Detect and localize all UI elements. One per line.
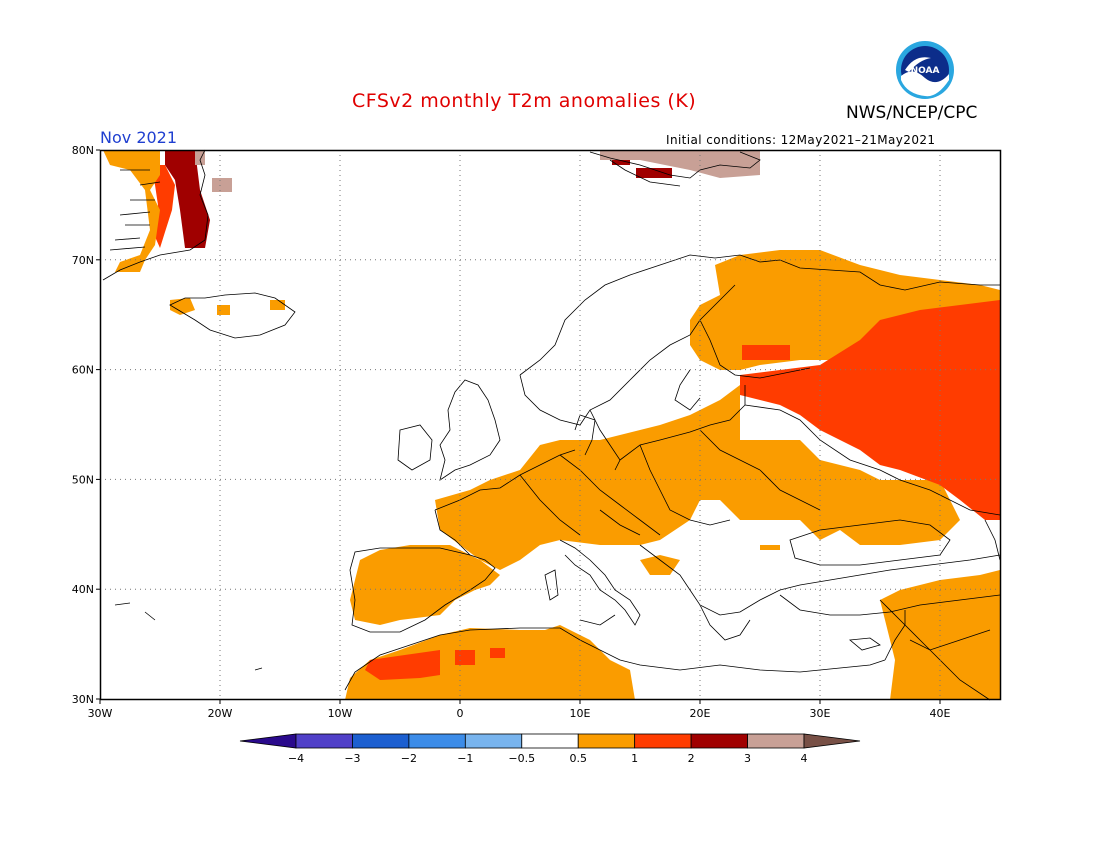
x-tick-label: 20E — [690, 707, 711, 720]
x-tick-label: 10E — [570, 707, 591, 720]
colorbar-label: −2 — [401, 752, 417, 765]
colorbar-swatch — [464, 733, 523, 749]
map-grid — [100, 150, 1000, 699]
y-tick-label: 30N — [72, 693, 94, 706]
anomaly-darkred — [165, 150, 672, 248]
y-tick-label: 50N — [72, 473, 94, 486]
noaa-logo-icon: NOAA — [896, 41, 954, 99]
colorbar-label: 2 — [688, 752, 695, 765]
anomaly-layer — [103, 150, 1000, 700]
colorbar-arrow-high — [803, 733, 861, 749]
colorbar-swatch — [747, 733, 805, 749]
initial-conditions: Initial conditions: 12May2021–21May2021 — [666, 133, 936, 147]
forecast-period: Nov 2021 — [100, 128, 178, 147]
colorbar-swatch — [577, 733, 636, 749]
anomaly-rosy — [195, 150, 760, 192]
anomaly-red — [365, 300, 1000, 680]
agency-label: NWS/NCEP/CPC — [846, 103, 978, 123]
y-axis: 30N 40N 50N 60N 70N 80N — [72, 144, 100, 706]
x-tick-label: 40E — [930, 707, 951, 720]
logo-text: NOAA — [911, 66, 940, 76]
x-tick-label: 30W — [88, 707, 113, 720]
y-tick-label: 80N — [72, 144, 94, 157]
y-tick-label: 40N — [72, 583, 94, 596]
colorbar-swatch — [690, 733, 748, 749]
colorbar-swatch — [352, 733, 410, 749]
x-tick-label: 0 — [457, 707, 464, 720]
colorbar-label: −0.5 — [508, 752, 535, 765]
colorbar-arrow-low — [239, 733, 297, 749]
y-tick-label: 70N — [72, 254, 94, 267]
colorbar-label: 3 — [744, 752, 751, 765]
colorbar-label: 1 — [631, 752, 638, 765]
y-tick-label: 60N — [72, 364, 94, 377]
colorbar-label: 4 — [801, 752, 808, 765]
map-frame — [99, 149, 1002, 701]
colorbar-swatch — [408, 733, 466, 749]
colorbar-swatch — [521, 733, 579, 749]
x-tick-label: 10W — [328, 707, 353, 720]
colorbar-label: 0.5 — [569, 752, 587, 765]
colorbar-label: −3 — [344, 752, 360, 765]
x-axis: 30W 20W 10W 0 10E 20E 30E 40E — [88, 699, 951, 720]
x-tick-label: 30E — [810, 707, 831, 720]
coastlines — [102, 149, 1001, 701]
colorbar: −4 −3 −2 −1 −0.5 0.5 1 2 3 4 — [239, 733, 861, 765]
colorbar-swatch — [634, 733, 692, 749]
x-tick-label: 20W — [208, 707, 233, 720]
colorbar-label: −1 — [457, 752, 473, 765]
colorbar-label: −4 — [288, 752, 304, 765]
map-title: CFSv2 monthly T2m anomalies (K) — [352, 90, 697, 112]
colorbar-swatch — [295, 733, 353, 749]
